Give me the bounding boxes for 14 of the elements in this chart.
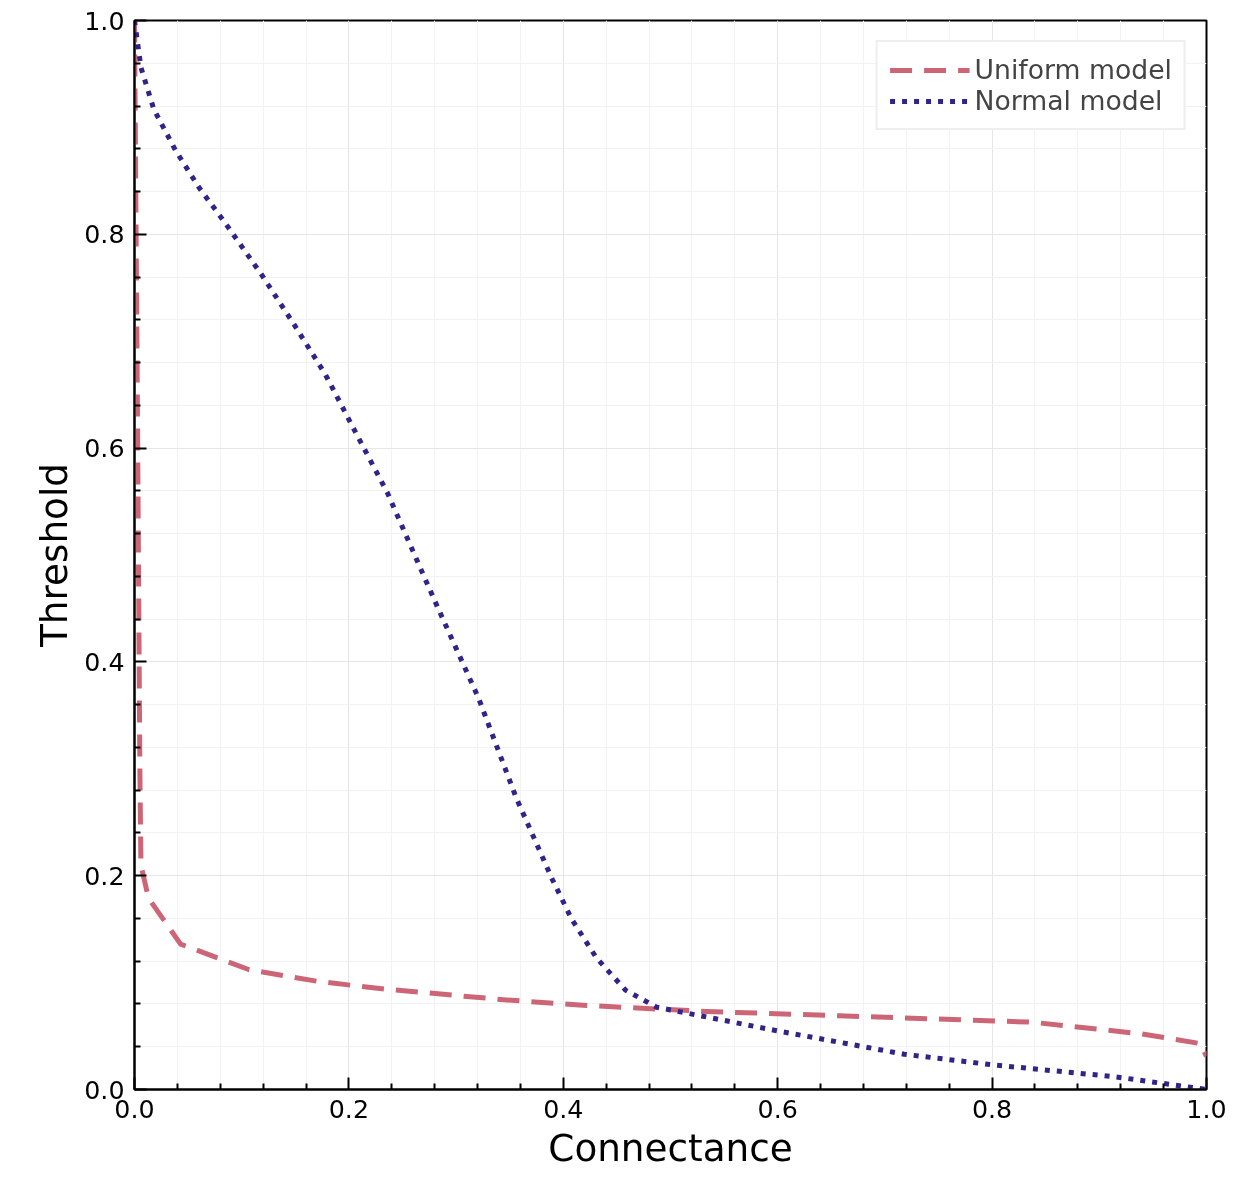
x-tick-label: 0.2: [328, 1093, 370, 1124]
y-tick-label: 0.8: [84, 219, 125, 250]
x-tick-label: 0.8: [971, 1093, 1013, 1124]
x-tick-label: 1.0: [1186, 1093, 1227, 1124]
legend-label: Uniform model: [974, 54, 1172, 85]
y-tick-label: 1.0: [84, 5, 125, 36]
legend-label: Normal model: [974, 85, 1163, 116]
y-axis-title: Threshold: [32, 463, 77, 648]
y-tick-label: 0.2: [84, 860, 125, 891]
x-axis-title: Connectance: [548, 1125, 793, 1170]
x-tick-label: 0.6: [757, 1093, 798, 1124]
y-tick-label: 0.4: [84, 646, 125, 677]
y-tick-label: 0.6: [84, 433, 125, 464]
x-tick-label: 0.4: [543, 1093, 584, 1124]
